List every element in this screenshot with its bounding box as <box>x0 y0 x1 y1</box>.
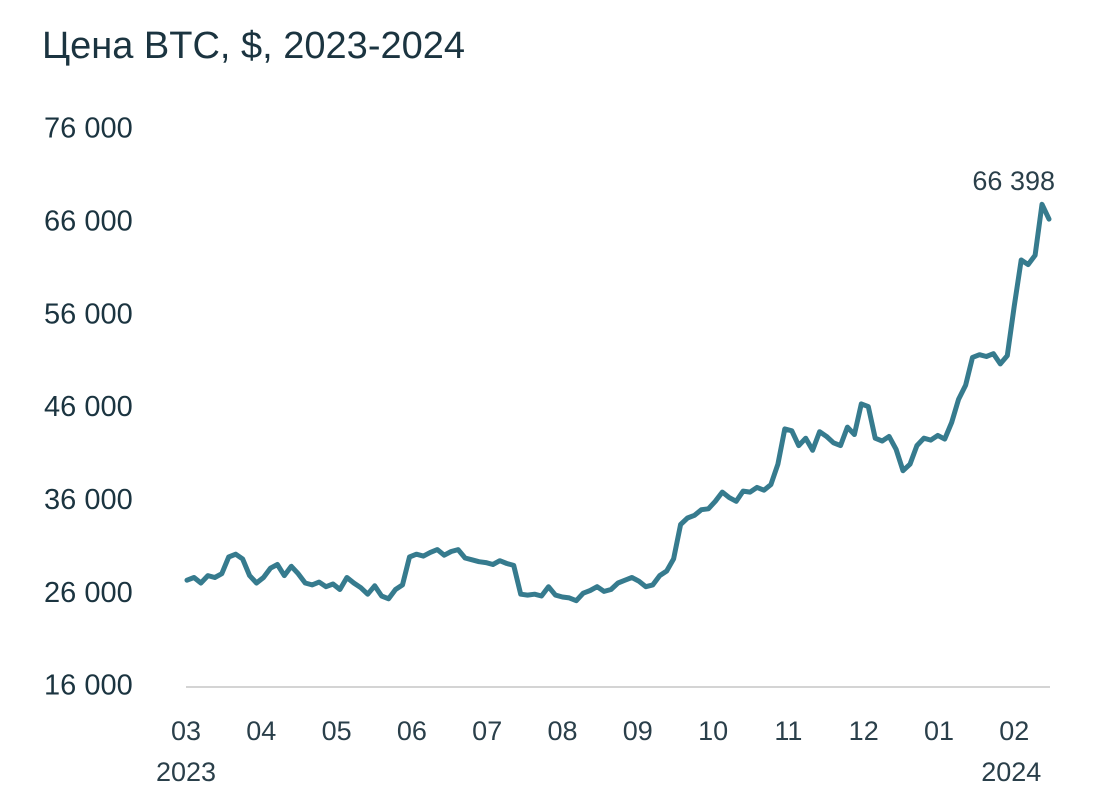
x-tick-label: 01 <box>924 716 954 746</box>
y-tick-label: 66 000 <box>44 205 133 237</box>
y-tick-label: 26 000 <box>44 577 133 609</box>
y-tick-label: 56 000 <box>44 298 133 330</box>
x-tick-label: 03 <box>171 716 201 746</box>
x-tick-label: 07 <box>472 716 502 746</box>
x-tick-label: 09 <box>623 716 653 746</box>
y-tick-label: 46 000 <box>44 391 133 423</box>
x-tick-label: 04 <box>246 716 276 746</box>
x-tick-label: 06 <box>397 716 427 746</box>
year-label: 2023 <box>156 757 216 787</box>
year-label: 2024 <box>981 757 1041 787</box>
x-tick-label: 05 <box>322 716 352 746</box>
x-tick-label: 02 <box>999 716 1029 746</box>
x-tick-label: 12 <box>849 716 879 746</box>
x-tick-label: 08 <box>547 716 577 746</box>
y-tick-label: 36 000 <box>44 484 133 516</box>
price-line <box>184 201 1052 604</box>
x-tick-label: 11 <box>774 716 802 746</box>
y-tick-label: 76 000 <box>44 113 133 145</box>
chart-title: Цена BTC, $, 2023-2024 <box>42 25 465 67</box>
x-tick-label: 10 <box>698 716 728 746</box>
y-tick-label: 16 000 <box>44 670 133 702</box>
value-annotation: 66 398 <box>972 166 1055 196</box>
